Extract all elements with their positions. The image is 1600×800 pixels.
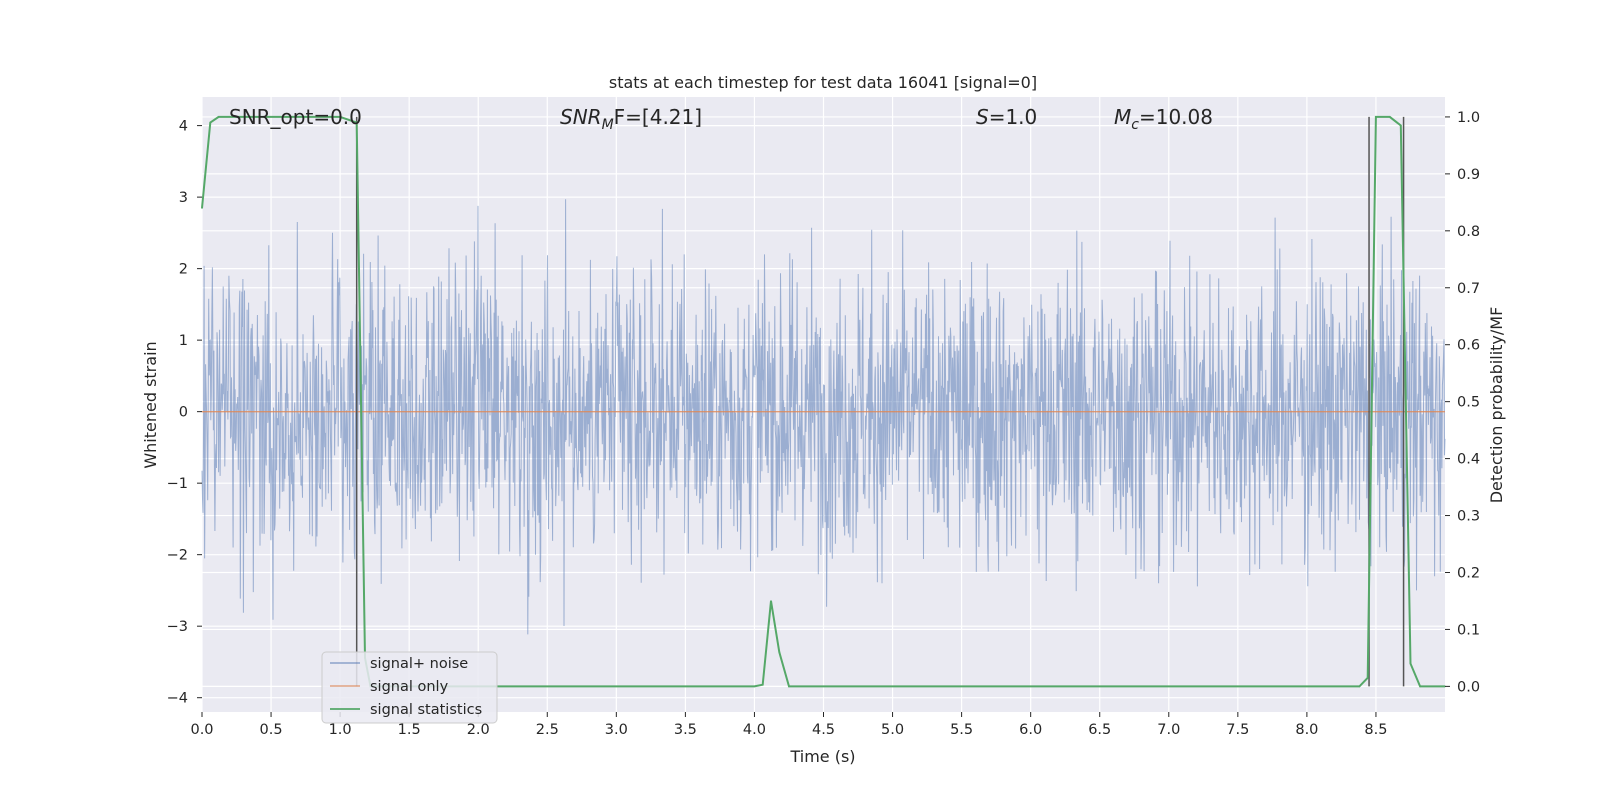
signal-statistics-point: [1419, 685, 1421, 688]
annotation-snr-mf-main: SNR: [560, 105, 602, 129]
axes: 0.0 0.5 1.0 1.5 2.0 2.5 3.0 3.5 4.0 4.5 5.0 5.5 6.0 6…: [167, 110, 1480, 738]
x-tick-label: 1.5: [398, 722, 421, 738]
x-tick-label: 4.5: [812, 722, 835, 738]
x-tick-label: 2.0: [467, 722, 490, 738]
x-tick-label: 8.0: [1295, 722, 1318, 738]
y2-tick-label: 0.7: [1457, 281, 1480, 297]
signal-statistics-point: [1400, 124, 1402, 127]
series-lines: [201, 115, 1446, 688]
noise-trace: [201, 199, 1446, 635]
y2-tick-label: 0.3: [1457, 509, 1480, 525]
x-tick-label: 0.5: [260, 722, 283, 738]
noise-series: [201, 199, 1446, 635]
x-tick-label: 3.0: [605, 722, 628, 738]
signal-statistics-point: [778, 651, 781, 653]
legend-entry-noise: signal+ noise: [370, 656, 468, 672]
y2-tick-label: 0.1: [1457, 622, 1480, 638]
signal-statistics-point: [761, 683, 764, 686]
annotation-s: S=1.0: [976, 105, 1037, 129]
legend: signal+ noise signal only signal statist…: [321, 651, 498, 724]
annotation-mc-sub: c: [1131, 117, 1139, 133]
signal-statistics-point: [770, 600, 772, 602]
y-tick-label: 3: [179, 190, 188, 206]
x-tick-label: 6.0: [1019, 722, 1042, 738]
x-tick-label: 2.5: [536, 722, 559, 738]
signal-statistics-point: [339, 116, 341, 118]
x-tick-label: 5.0: [881, 722, 904, 738]
x-tick-label: 1.0: [329, 722, 352, 738]
annotation-snr-mf-tail: F=[4.21]: [614, 105, 702, 129]
y-axis-label: Whitened strain: [141, 341, 160, 468]
annotation-snr-mf-sub: M: [602, 117, 614, 133]
signal-statistics-point: [788, 685, 790, 688]
signal-statistics-line: [201, 115, 1445, 688]
annotation-s-tail: =1.0: [989, 105, 1038, 129]
y2-tick-label: 0.8: [1457, 224, 1480, 240]
legend-entry-statistics: signal statistics: [370, 702, 482, 718]
y2-tick-label: 0.0: [1457, 679, 1480, 695]
annotation-snr-opt: SNR_opt=0.0: [229, 105, 362, 129]
legend-entry-signal: signal only: [370, 679, 449, 695]
y2-axis-label: Detection probability/MF: [1487, 307, 1506, 504]
signal-statistics-point: [1389, 116, 1391, 118]
x-tick-label: 6.5: [1088, 722, 1111, 738]
y-tick-label: −4: [167, 691, 188, 707]
signal-statistics-point: [1366, 677, 1369, 679]
annotation-mc: Mc=10.08: [1114, 105, 1213, 133]
annotation-mc-main: M: [1114, 105, 1131, 129]
x-tick-label: 5.5: [950, 722, 973, 738]
y2-tick-label: 0.6: [1457, 338, 1480, 354]
chart-title: stats at each timestep for test data 160…: [609, 73, 1037, 92]
y-tick-label: −1: [167, 476, 188, 492]
signal-statistics-point: [217, 116, 220, 118]
y2-tick-label: 0.2: [1457, 565, 1480, 581]
y2-tick-label: 1.0: [1457, 110, 1480, 126]
x-axis-label: Time (s): [789, 747, 855, 766]
x-tick-label: 3.5: [674, 722, 697, 738]
y-tick-label: 2: [179, 262, 188, 278]
signal-statistics-point: [355, 121, 358, 124]
signal-statistics-point: [1358, 685, 1361, 688]
annotation-s-main: S: [976, 105, 989, 129]
x-tick-label: 7.5: [1226, 722, 1249, 738]
y-tick-label: 0: [179, 405, 188, 421]
y-tick-label: 4: [179, 119, 188, 135]
x-tick-label: 7.0: [1157, 722, 1180, 738]
signal-statistics-point: [209, 121, 212, 124]
signal-statistics-point: [201, 207, 203, 209]
y2-tick-label: 0.9: [1457, 167, 1480, 183]
y-tick-label: 1: [179, 333, 188, 349]
annotation-mc-tail: =10.08: [1139, 105, 1213, 129]
x-tick-label: 4.0: [743, 722, 766, 738]
y-tick-label: −3: [167, 619, 188, 635]
x-tick-label: 0.0: [190, 722, 213, 738]
signal-statistics-point: [1409, 662, 1412, 665]
x-tick-label: 8.5: [1364, 722, 1387, 738]
signal-statistics-point: [753, 685, 756, 688]
y-tick-label: −2: [167, 548, 188, 564]
y2-tick-label: 0.4: [1457, 452, 1480, 468]
legend-box: [321, 651, 498, 724]
signal-statistics-point: [1375, 116, 1377, 118]
annotation-snr-mf: SNRMF=[4.21]: [560, 105, 702, 133]
y2-tick-label: 0.5: [1457, 395, 1480, 411]
